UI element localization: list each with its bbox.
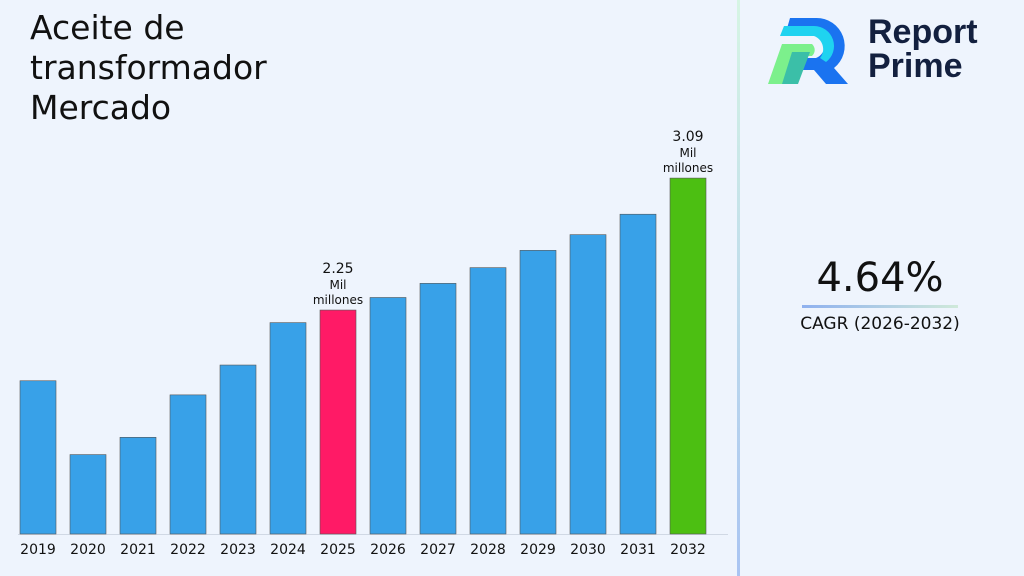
- cagr-panel: 4.64% CAGR (2026-2032): [780, 255, 980, 334]
- cagr-label: CAGR (2026-2032): [800, 314, 960, 334]
- bar-2026: [369, 297, 407, 535]
- bar-2020: [69, 454, 107, 535]
- bar-2021: [119, 437, 157, 535]
- brand-name-line1: Report: [868, 13, 978, 51]
- data-label-2032: Mil: [679, 146, 696, 160]
- bar-chart: 2019 2020 2021 2022 2023 2024 20252.25Milmillo…: [18, 129, 728, 558]
- x-tick-label: 2026: [370, 542, 406, 558]
- x-tick-label: 2021: [120, 542, 156, 558]
- bar-2028: [469, 267, 507, 535]
- x-tick-label: 2032: [670, 542, 706, 558]
- bar-2032: [669, 177, 707, 535]
- divider: [737, 0, 740, 576]
- report-prime-logo: Report Prime: [768, 14, 978, 84]
- x-tick-label: 2023: [220, 542, 256, 558]
- bar-2027: [419, 283, 457, 535]
- x-tick-label: 2019: [20, 542, 56, 558]
- chart-title: Aceite de transformador Mercado: [30, 8, 267, 127]
- x-tick-label: 2031: [620, 542, 656, 558]
- data-label-2025: Mil: [329, 278, 346, 292]
- x-tick-label: 2030: [570, 542, 606, 558]
- bar-2019: [19, 380, 57, 535]
- bar-2030: [569, 234, 607, 535]
- data-label-2025: millones: [313, 293, 363, 307]
- data-label-2025: 2.25: [322, 261, 353, 277]
- x-tick-label: 2025: [320, 542, 356, 558]
- logo-icon: [768, 17, 848, 84]
- x-tick-label: 2024: [270, 542, 306, 558]
- x-tick-label: 2020: [70, 542, 106, 558]
- x-tick-label: 2027: [420, 542, 456, 558]
- bar-2029: [519, 250, 557, 535]
- bar-2024: [269, 322, 307, 535]
- data-label-2032: millones: [663, 161, 713, 175]
- bar-2022: [169, 394, 207, 535]
- cagr-underline: [802, 305, 958, 308]
- bar-2031: [619, 213, 657, 535]
- cagr-value: 4.64%: [816, 255, 944, 301]
- x-tick-label: 2028: [470, 542, 506, 558]
- x-tick-label: 2022: [170, 542, 206, 558]
- brand-name-line2: Prime: [868, 47, 963, 85]
- bar-2025: [319, 309, 357, 535]
- x-tick-label: 2029: [520, 542, 556, 558]
- data-label-2032: 3.09: [672, 129, 703, 145]
- bar-2023: [219, 364, 257, 535]
